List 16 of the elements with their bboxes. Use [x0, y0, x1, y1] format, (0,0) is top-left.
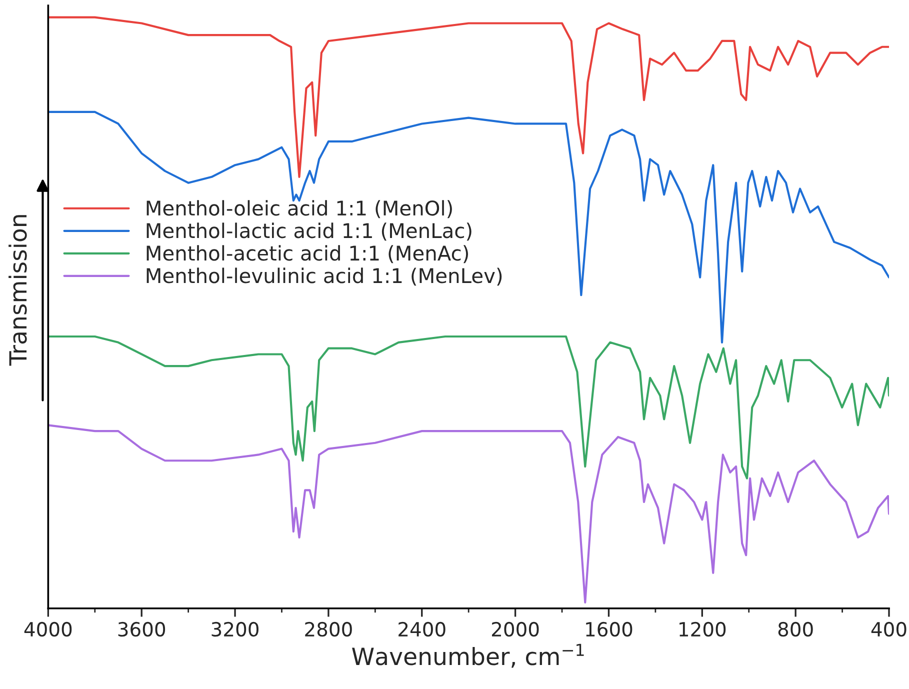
y-axis-title: Transmission	[8, 215, 27, 366]
x-tick-label: 3200	[212, 622, 258, 637]
legend-label: Menthol-acetic acid 1:1 (MenAc)	[146, 245, 468, 264]
x-tick-label: 2400	[398, 622, 446, 637]
x-tick-label: 3600	[118, 622, 166, 637]
legend-label: Menthol-oleic acid 1:1 (MenOl)	[146, 200, 452, 218]
legend-label: Menthol-lactic acid 1:1 (MenLac)	[146, 222, 472, 241]
x-tick-label: 800	[778, 622, 813, 637]
x-tick-label: 2800	[305, 622, 352, 637]
x-tick-label: 1600	[586, 622, 632, 637]
x-axis-title: Wavenumber, cm$^{−1}$	[352, 644, 584, 668]
x-tick-label: 400	[871, 622, 906, 637]
x-tick-label: 4000	[24, 622, 72, 637]
legend-label: Menthol-levulinic acid 1:1 (MenLev)	[146, 268, 502, 286]
x-tick-label: 2000	[492, 622, 539, 637]
x-tick-label: 1200	[680, 622, 726, 637]
